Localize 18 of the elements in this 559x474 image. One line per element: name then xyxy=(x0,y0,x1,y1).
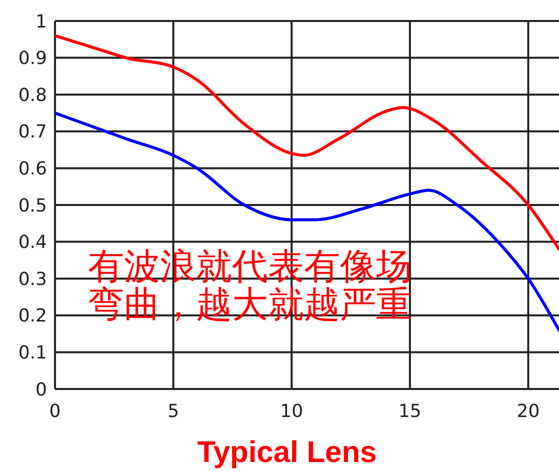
y-tick-label: 0.3 xyxy=(18,268,47,290)
y-tick-label: 0.8 xyxy=(18,84,47,106)
x-tick-label: 5 xyxy=(168,401,180,422)
y-tick-label: 0.9 xyxy=(18,48,47,70)
x-tick-label: 0 xyxy=(49,401,61,422)
y-tick-label: 0.7 xyxy=(18,122,47,143)
y-tick-label: 0.4 xyxy=(18,232,47,254)
y-tick-label: 0 xyxy=(36,379,47,400)
y-tick-label: 0.6 xyxy=(18,158,47,180)
y-tick-label: 0.2 xyxy=(18,306,47,327)
y-tick-label: 0.5 xyxy=(18,195,47,216)
line-series xyxy=(55,112,559,332)
x-tick-label: 15 xyxy=(398,401,422,422)
y-tick-label: 1 xyxy=(36,11,47,32)
x-tick-label: 10 xyxy=(280,401,304,422)
y-tick-label: 0.1 xyxy=(18,342,47,364)
x-tick-label: 20 xyxy=(516,401,540,422)
x-axis-title: Typical Lens xyxy=(197,436,377,469)
